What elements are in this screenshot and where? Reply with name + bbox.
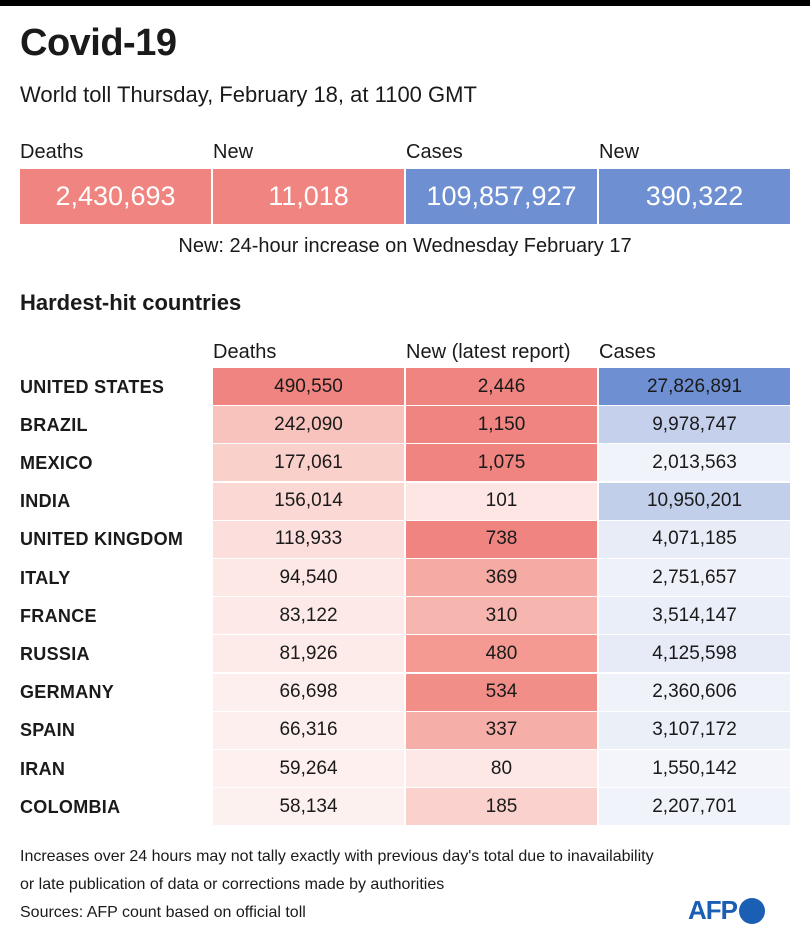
country-name: RUSSIA	[20, 643, 90, 664]
cell-cases: 1,550,142	[599, 750, 790, 787]
cell-cases: 10,950,201	[599, 482, 790, 520]
cell-deaths: 177,061	[213, 444, 404, 482]
cell-new: 2,446	[406, 368, 597, 405]
column-header-new: New (latest report)	[406, 341, 571, 363]
cell-cases: 27,826,891	[599, 368, 790, 405]
page-title: Covid-19	[20, 22, 177, 64]
cell-deaths: 118,933	[213, 520, 404, 558]
afp-logo: AFP	[688, 895, 765, 926]
cell-deaths: 490,550	[213, 368, 404, 405]
page-subtitle: World toll Thursday, February 18, at 110…	[20, 82, 477, 107]
footnote-line-1: Increases over 24 hours may not tally ex…	[20, 848, 654, 865]
sources-note: Sources: AFP count based on official tol…	[20, 904, 306, 921]
column-header-cases: Cases	[599, 341, 656, 363]
cell-cases: 9,978,747	[599, 406, 790, 444]
cell-new: 534	[406, 673, 597, 711]
cell-deaths: 81,926	[213, 635, 404, 673]
cell-new: 185	[406, 788, 597, 826]
cell-deaths: 59,264	[213, 750, 404, 787]
country-name: IRAN	[20, 758, 66, 779]
cell-deaths: 58,134	[213, 788, 404, 826]
cell-cases: 4,125,598	[599, 635, 790, 673]
cell-deaths: 66,698	[213, 673, 404, 711]
cell-new: 337	[406, 711, 597, 749]
cell-deaths: 242,090	[213, 406, 404, 444]
stat-value-new-cases: 390,322	[599, 169, 790, 224]
country-name: UNITED KINGDOM	[20, 529, 184, 550]
stat-label-cases: Cases	[406, 141, 463, 163]
country-name: FRANCE	[20, 605, 97, 626]
cell-new: 1,075	[406, 444, 597, 482]
stat-label-new-deaths: New	[213, 141, 254, 163]
cell-cases: 2,013,563	[599, 444, 790, 482]
country-name: COLOMBIA	[20, 796, 121, 817]
cell-new: 480	[406, 635, 597, 673]
cell-deaths: 94,540	[213, 559, 404, 596]
table-title: Hardest-hit countries	[20, 290, 242, 315]
stat-label-new-cases: New	[599, 141, 640, 163]
country-name: GERMANY	[20, 682, 115, 703]
country-name: ITALY	[20, 567, 71, 588]
cell-deaths: 156,014	[213, 482, 404, 520]
afp-logo-dot-icon	[739, 897, 765, 924]
cell-cases: 2,751,657	[599, 559, 790, 596]
cell-new: 1,150	[406, 406, 597, 444]
cell-new: 369	[406, 559, 597, 596]
country-name: SPAIN	[20, 720, 76, 741]
cell-new: 310	[406, 597, 597, 635]
country-name: MEXICO	[20, 452, 93, 473]
cell-cases: 4,071,185	[599, 520, 790, 558]
cell-new: 101	[406, 482, 597, 520]
afp-logo-text: AFP	[688, 895, 738, 925]
stat-value-deaths: 2,430,693	[20, 169, 211, 224]
cell-new: 738	[406, 520, 597, 558]
cell-deaths: 66,316	[213, 711, 404, 749]
cell-cases: 2,360,606	[599, 673, 790, 711]
top-bar	[0, 0, 810, 6]
stat-value-cases: 109,857,927	[406, 169, 597, 224]
country-name: BRAZIL	[20, 414, 88, 435]
cell-cases: 3,107,172	[599, 711, 790, 749]
stat-label-deaths: Deaths	[20, 141, 84, 163]
cell-cases: 2,207,701	[599, 788, 790, 826]
column-header-deaths: Deaths	[213, 341, 277, 363]
cell-new: 80	[406, 750, 597, 787]
cell-deaths: 83,122	[213, 597, 404, 635]
stat-value-new-deaths: 11,018	[213, 169, 404, 224]
country-name: UNITED STATES	[20, 376, 165, 397]
country-name: INDIA	[20, 491, 71, 512]
new-definition-note: New: 24-hour increase on Wednesday Febru…	[178, 235, 632, 257]
footnote-line-2: or late publication of data or correctio…	[20, 876, 445, 893]
cell-cases: 3,514,147	[599, 597, 790, 635]
